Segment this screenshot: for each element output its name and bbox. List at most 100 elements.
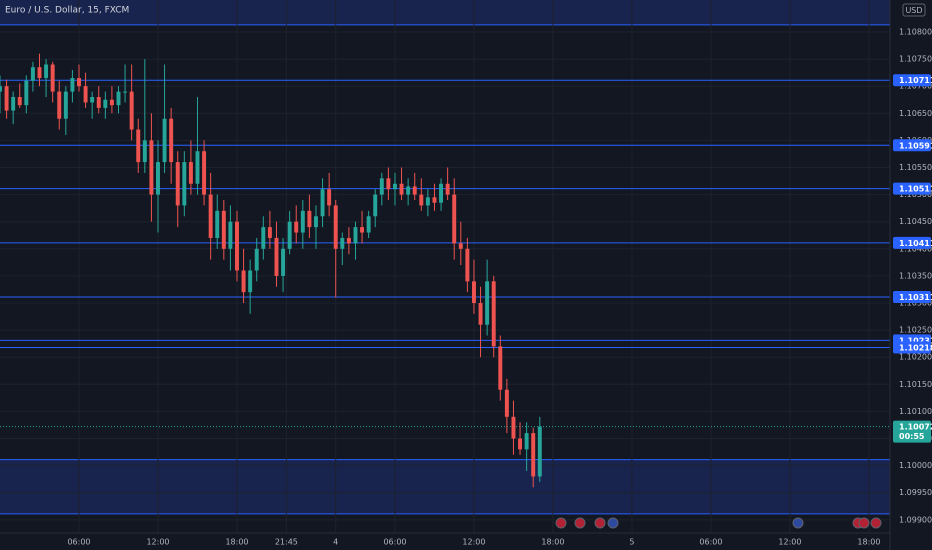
candle-body bbox=[346, 237, 351, 244]
candle-body bbox=[228, 221, 233, 249]
x-tick-label: 12:00 bbox=[146, 538, 169, 547]
x-tick-label: 5 bbox=[629, 538, 634, 547]
candle-body bbox=[307, 210, 312, 228]
candle-body bbox=[70, 78, 75, 92]
event-icon[interactable] bbox=[858, 517, 870, 529]
event-icon[interactable] bbox=[574, 517, 586, 529]
candle-body bbox=[188, 162, 193, 184]
candle-body bbox=[169, 118, 174, 163]
grid bbox=[0, 0, 890, 533]
candle-body bbox=[471, 281, 476, 304]
candle-body bbox=[11, 97, 16, 111]
candle-body bbox=[537, 426, 542, 477]
candle-body bbox=[50, 64, 55, 92]
candle-body bbox=[248, 270, 253, 293]
candle-body bbox=[24, 80, 29, 106]
candle-body bbox=[419, 194, 424, 206]
candle-body bbox=[452, 194, 457, 244]
candle-body bbox=[353, 227, 358, 244]
candle-body bbox=[241, 270, 246, 293]
x-tick-label: 06:00 bbox=[67, 538, 90, 547]
y-tick-label: 1.10450 bbox=[899, 217, 932, 226]
candle-body bbox=[57, 91, 62, 119]
x-tick-label: 12:00 bbox=[462, 538, 485, 547]
y-tick-label: 1.10350 bbox=[899, 271, 932, 280]
event-icon[interactable] bbox=[607, 517, 619, 529]
candle-body bbox=[267, 227, 272, 238]
candle-body bbox=[333, 205, 338, 249]
candle-body bbox=[208, 194, 213, 238]
candle-body bbox=[156, 162, 160, 195]
candle-body bbox=[0, 86, 2, 92]
candle-body bbox=[458, 243, 463, 249]
event-icon[interactable] bbox=[870, 517, 882, 529]
axes: 1.108001.107501.107001.106501.106001.105… bbox=[67, 27, 932, 546]
candle-body bbox=[425, 197, 430, 206]
y-tick-label: 1.10200 bbox=[899, 353, 932, 362]
candle-body bbox=[320, 189, 325, 217]
candle-body bbox=[37, 67, 42, 79]
candle-body bbox=[109, 99, 114, 106]
y-tick-label: 1.10800 bbox=[899, 27, 932, 36]
candle-body bbox=[261, 227, 266, 249]
x-tick-label: 12:00 bbox=[778, 538, 801, 547]
candles bbox=[0, 53, 542, 488]
candle-body bbox=[182, 162, 187, 206]
candle-body bbox=[340, 237, 345, 249]
level-badge bbox=[893, 341, 931, 354]
chart-title: Euro / U.S. Dollar, 15, FXCM bbox=[5, 6, 129, 16]
candle-body bbox=[254, 248, 259, 271]
candle-body bbox=[116, 91, 121, 106]
candle-body bbox=[202, 151, 207, 195]
currency-button[interactable] bbox=[902, 3, 926, 17]
y-tick-label: 1.10650 bbox=[899, 109, 932, 118]
candle-body bbox=[314, 216, 318, 228]
x-tick-label: 18:00 bbox=[225, 538, 248, 547]
candle-body bbox=[386, 178, 391, 190]
candle-body bbox=[412, 186, 417, 195]
zone bbox=[0, 459, 890, 514]
x-tick-label: 06:00 bbox=[383, 538, 406, 547]
candle-body bbox=[445, 183, 450, 195]
candle-body bbox=[478, 303, 483, 325]
candle-body bbox=[406, 186, 411, 195]
candle-body bbox=[439, 183, 444, 203]
last-price-label: 1.10072 bbox=[899, 423, 932, 432]
y-tick-label: 1.10150 bbox=[899, 380, 932, 389]
level-badge-label: 1.10411 bbox=[899, 239, 932, 248]
candle-body bbox=[149, 140, 154, 195]
candle-body bbox=[129, 91, 134, 130]
candle-body bbox=[294, 221, 299, 233]
event-icon[interactable] bbox=[555, 517, 567, 529]
candle-body bbox=[287, 221, 292, 249]
candle-body bbox=[498, 346, 503, 390]
event-icon[interactable] bbox=[792, 517, 804, 529]
x-tick-label: 06:00 bbox=[699, 538, 722, 547]
level-badge bbox=[893, 291, 931, 304]
zone bbox=[0, 0, 890, 25]
candle-body bbox=[17, 97, 22, 106]
level-badge bbox=[893, 182, 931, 195]
candle-body bbox=[136, 129, 141, 163]
currency-label[interactable]: USD bbox=[905, 6, 922, 15]
x-tick-label: 18:00 bbox=[541, 538, 564, 547]
candle-body bbox=[511, 416, 516, 439]
candle-body bbox=[485, 281, 490, 325]
candle-body bbox=[360, 227, 365, 233]
candle-body bbox=[162, 118, 167, 163]
x-tick-label: 21:45 bbox=[275, 538, 298, 547]
level-badge-label: 1.10591 bbox=[899, 141, 932, 150]
y-tick-label: 1.10100 bbox=[899, 407, 932, 416]
candle-body bbox=[531, 433, 536, 477]
candle-body bbox=[379, 178, 384, 195]
level-badge-label: 1.10311 bbox=[899, 293, 932, 302]
candle-body bbox=[392, 183, 397, 190]
event-icon[interactable] bbox=[594, 517, 606, 529]
candle-body bbox=[142, 140, 147, 163]
candle-body bbox=[491, 281, 496, 347]
candle-body bbox=[518, 438, 523, 450]
candle-body bbox=[235, 221, 239, 271]
level-badge bbox=[893, 139, 931, 152]
candle-body bbox=[77, 78, 81, 87]
